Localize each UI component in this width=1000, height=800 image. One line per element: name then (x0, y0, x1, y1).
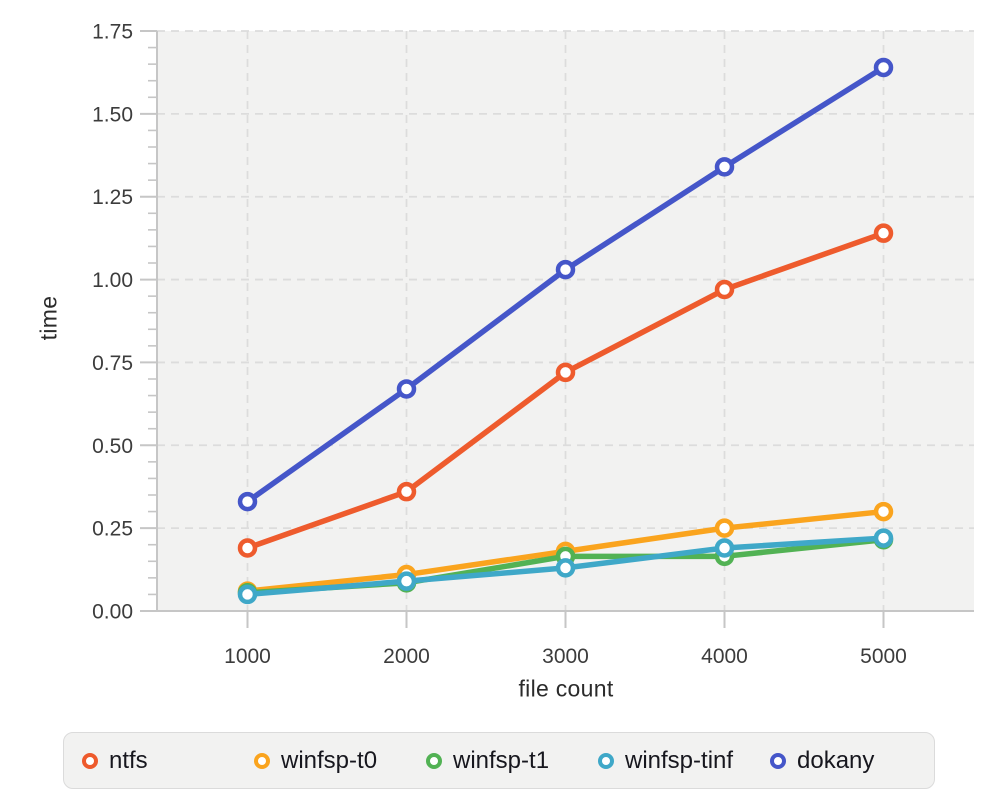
legend-item-winfsp-tinf: winfsp-tinf (598, 746, 770, 774)
series-marker-dokany (714, 157, 735, 177)
x-tick-label: 3000 (542, 645, 589, 668)
series-marker-ntfs (396, 481, 417, 502)
legend-label: winfsp-t0 (281, 746, 378, 774)
winfsp-tinf-ring-icon (598, 752, 614, 769)
series-marker-winfsp-t0 (873, 501, 894, 522)
legend-label: ntfs (109, 746, 148, 774)
y-tick-label: 1.25 (92, 186, 133, 209)
dokany-ring-icon (770, 752, 786, 769)
y-tick-label: 1.00 (92, 269, 133, 292)
series-marker-winfsp-tinf (396, 571, 417, 591)
x-tick-label: 2000 (383, 645, 430, 668)
y-tick-label: 0.25 (92, 518, 133, 541)
legend-label: winfsp-t1 (453, 746, 550, 774)
y-tick-label: 1.50 (92, 103, 133, 126)
series-marker-dokany (555, 259, 576, 280)
x-tick-label: 5000 (860, 645, 907, 668)
winfsp-t1-ring-icon (426, 752, 442, 769)
x-tick-label: 1000 (224, 645, 271, 668)
y-tick-label: 0.50 (92, 435, 133, 458)
series-marker-ntfs (714, 279, 735, 300)
series-marker-winfsp-t0 (714, 518, 735, 538)
y-tick-label: 1.75 (92, 21, 133, 44)
legend-item-dokany: dokany (770, 746, 875, 774)
plot-area: 0.00 0.25 0.50 0.75 1.00 1.25 1.50 1.75 1000 2000… (92, 21, 974, 668)
legend-label: winfsp-tinf (625, 746, 734, 774)
series-marker-ntfs (873, 223, 894, 243)
legend: ntfs winfsp-t0 winfsp-t1 winfsp-tinf dok… (63, 732, 935, 789)
y-tick-label: 0.75 (92, 352, 133, 375)
legend-label: dokany (797, 746, 875, 774)
x-axis-title: file count (518, 675, 614, 702)
series-marker-ntfs (555, 362, 576, 383)
series-marker-winfsp-tinf (555, 558, 576, 578)
series-marker-dokany (873, 57, 894, 78)
series-marker-dokany (396, 379, 417, 399)
y-tick-label: 0.00 (92, 601, 133, 624)
series-marker-winfsp-tinf (714, 538, 735, 558)
y-axis-title: time (35, 295, 62, 341)
winfsp-t0-ring-icon (254, 752, 270, 769)
legend-item-ntfs: ntfs (82, 746, 254, 774)
series-marker-ntfs (237, 538, 258, 558)
ntfs-ring-icon (82, 752, 98, 769)
legend-item-winfsp-t0: winfsp-t0 (254, 746, 426, 774)
series-marker-winfsp-tinf (873, 528, 894, 548)
legend-item-winfsp-t1: winfsp-t1 (426, 746, 598, 774)
series-marker-winfsp-tinf (237, 584, 258, 605)
x-tick-label: 4000 (701, 645, 748, 668)
series-marker-dokany (237, 491, 258, 512)
